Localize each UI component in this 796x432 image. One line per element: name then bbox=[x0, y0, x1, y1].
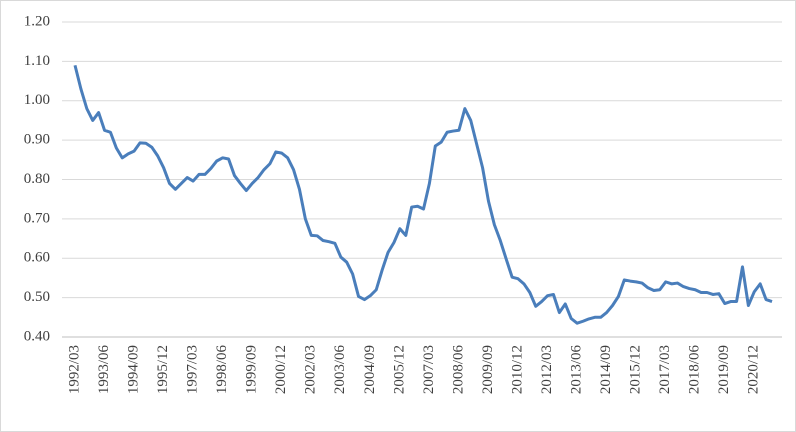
x-tick-label: 1997/03 bbox=[185, 345, 201, 394]
x-tick-label: 1992/03 bbox=[66, 345, 82, 394]
x-tick-label: 1995/12 bbox=[155, 345, 171, 394]
x-tick-label: 1999/09 bbox=[244, 345, 260, 394]
x-tick-label: 2019/09 bbox=[716, 345, 732, 394]
x-tick-label: 2009/09 bbox=[480, 345, 496, 394]
x-tick-label: 2015/12 bbox=[628, 345, 644, 394]
x-tick-label: 2005/12 bbox=[391, 345, 407, 394]
line-series bbox=[73, 64, 773, 325]
y-tick-label: 1.00 bbox=[24, 92, 50, 108]
y-tick-label: 0.80 bbox=[24, 171, 50, 187]
x-tick-label: 2004/09 bbox=[362, 345, 378, 394]
x-tick-label: 1994/09 bbox=[126, 345, 142, 394]
y-tick-label: 0.40 bbox=[24, 328, 50, 344]
y-tick-label: 0.60 bbox=[24, 250, 50, 266]
x-tick-label: 2017/03 bbox=[657, 345, 673, 394]
y-tick-label: 0.90 bbox=[24, 132, 50, 148]
x-tick-label: 2018/06 bbox=[687, 345, 703, 395]
y-tick-label: 1.20 bbox=[24, 13, 50, 29]
x-tick-label: 2013/06 bbox=[569, 345, 585, 395]
x-tick-label: 2014/09 bbox=[598, 345, 614, 394]
x-tick-label: 2020/12 bbox=[746, 345, 762, 394]
x-tick-label: 2007/03 bbox=[421, 345, 437, 394]
x-tick-label: 2008/06 bbox=[450, 345, 466, 395]
x-tick-label: 2000/12 bbox=[273, 345, 289, 394]
x-tick-label: 2003/06 bbox=[332, 345, 348, 395]
y-tick-label: 1.10 bbox=[24, 53, 50, 69]
x-tick-label: 2002/03 bbox=[303, 345, 319, 394]
x-tick-label: 2012/03 bbox=[539, 345, 555, 394]
x-tick-label: 1998/06 bbox=[214, 345, 230, 395]
x-tick-label: 2010/12 bbox=[509, 345, 525, 394]
x-tick-label: 1993/06 bbox=[96, 345, 112, 395]
y-tick-label: 0.70 bbox=[24, 210, 50, 226]
y-tick-label: 0.50 bbox=[24, 289, 50, 305]
